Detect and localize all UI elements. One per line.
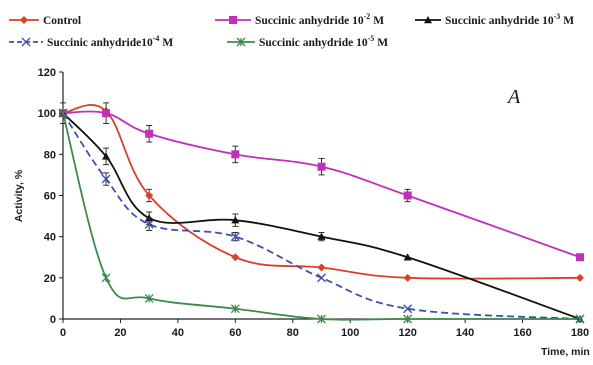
data-point bbox=[317, 263, 326, 272]
series-line-3 bbox=[62, 112, 581, 320]
data-point bbox=[101, 273, 111, 283]
x-tick-label: 100 bbox=[341, 327, 359, 339]
series-line-4 bbox=[62, 112, 581, 320]
y-tick-label: 80 bbox=[44, 149, 56, 161]
legend-marker-4 bbox=[21, 37, 31, 47]
data-point bbox=[58, 108, 68, 118]
legend-marker-2 bbox=[229, 16, 237, 24]
data-point bbox=[317, 162, 326, 171]
y-axis-label: Activity, % bbox=[13, 169, 25, 222]
y-tick-label: 120 bbox=[38, 67, 56, 79]
series-line-1 bbox=[62, 104, 581, 280]
legend-label-1: Control bbox=[43, 15, 81, 27]
x-axis-label: Time, min bbox=[541, 346, 590, 358]
x-tick-label: 60 bbox=[229, 327, 241, 339]
chart-series bbox=[62, 104, 581, 321]
x-tick-label: 180 bbox=[571, 327, 589, 339]
x-tick-label: 140 bbox=[456, 327, 474, 339]
legend-label-3: Succinic anhydride 10-3 M bbox=[445, 12, 574, 27]
y-tick-label: 20 bbox=[44, 273, 56, 285]
data-point bbox=[575, 314, 585, 324]
data-point bbox=[102, 109, 111, 118]
data-point bbox=[230, 304, 240, 314]
x-tick-label: 160 bbox=[513, 327, 531, 339]
legend-marker-1 bbox=[20, 16, 28, 24]
data-point bbox=[231, 253, 240, 262]
data-point bbox=[576, 253, 584, 262]
y-tick-label: 60 bbox=[44, 191, 56, 203]
chart-markers bbox=[58, 102, 585, 324]
x-tick-label: 120 bbox=[398, 327, 416, 339]
data-point bbox=[231, 150, 240, 159]
panel-label: A bbox=[506, 86, 521, 108]
data-point bbox=[144, 219, 154, 229]
y-tick-label: 100 bbox=[38, 108, 56, 120]
data-point bbox=[403, 304, 413, 314]
legend-label-2: Succinic anhydride 10-2 M bbox=[255, 12, 384, 27]
data-point bbox=[231, 216, 240, 224]
data-point bbox=[230, 232, 240, 242]
legend-marker-5 bbox=[236, 37, 246, 47]
data-point bbox=[403, 191, 412, 200]
y-tick-label: 40 bbox=[44, 232, 56, 244]
legend-marker-3 bbox=[424, 16, 432, 24]
series-line-2 bbox=[62, 110, 581, 259]
data-point bbox=[317, 273, 326, 283]
data-point bbox=[403, 253, 412, 261]
data-point bbox=[144, 293, 154, 303]
x-tick-label: 20 bbox=[114, 327, 126, 339]
data-point bbox=[145, 191, 154, 200]
legend-label-5: Succinic anhydride 10-5 M bbox=[259, 34, 388, 49]
x-tick-label: 40 bbox=[172, 327, 184, 339]
data-point bbox=[576, 273, 584, 282]
series-line-5 bbox=[62, 112, 580, 321]
x-tick-label: 0 bbox=[60, 327, 66, 339]
data-point bbox=[317, 232, 326, 240]
legend-label-4: Succinic anhydride10-4 M bbox=[47, 34, 173, 49]
data-point bbox=[145, 129, 154, 138]
data-point bbox=[403, 273, 412, 282]
data-point bbox=[102, 152, 111, 160]
data-point bbox=[403, 314, 413, 324]
y-tick-label: 0 bbox=[50, 314, 56, 326]
x-tick-label: 80 bbox=[287, 327, 299, 339]
data-point bbox=[101, 174, 111, 184]
data-point bbox=[317, 314, 326, 324]
chart-legend: Control Succinic anhydride 10-2 M Succinic… bbox=[9, 12, 574, 49]
